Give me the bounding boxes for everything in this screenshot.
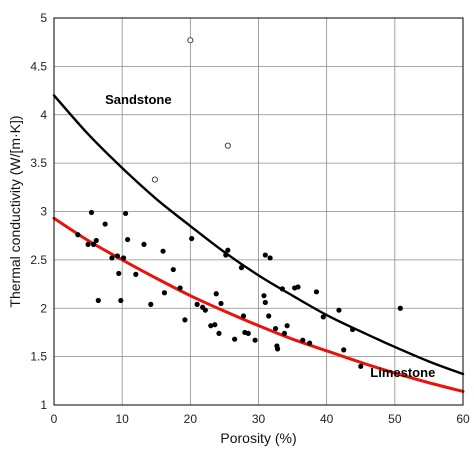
filled-data-point: [109, 255, 115, 261]
filled-data-point: [75, 232, 81, 238]
filled-data-point: [189, 235, 195, 242]
filled-data-point: [295, 284, 301, 290]
filled-data-point: [240, 313, 247, 319]
filled-data-point: [212, 322, 218, 328]
filled-data-point: [281, 330, 288, 337]
filled-data-point: [114, 253, 120, 259]
open-data-point: [187, 37, 194, 44]
filled-data-point: [182, 317, 188, 323]
filled-data-point: [170, 266, 176, 273]
y-tick-label: 2: [40, 301, 47, 315]
x-tick-label: 30: [252, 412, 266, 426]
filled-data-point: [88, 209, 95, 216]
y-tick-label: 1.5: [30, 350, 47, 364]
filled-data-point: [118, 297, 124, 304]
x-tick-labels: 0 10 20 30 40 50 60: [51, 412, 470, 426]
y-tick-label: 2.5: [30, 253, 47, 267]
filled-data-point: [95, 297, 101, 304]
filled-data-point: [232, 336, 238, 342]
y-tick-label: 3: [40, 205, 47, 219]
filled-data-point: [336, 307, 342, 313]
filled-data-point: [300, 337, 306, 343]
filled-data-point: [177, 285, 183, 291]
filled-data-point: [262, 299, 268, 306]
filled-data-point: [125, 236, 131, 243]
filled-data-point: [194, 301, 200, 307]
y-axis-label: Thermal conductivity (W/[m·K]): [7, 115, 23, 307]
filled-data-point: [274, 346, 281, 352]
x-tick-label: 10: [115, 412, 129, 426]
plot-frame: [53, 17, 464, 406]
filled-data-point: [267, 255, 273, 261]
limestone-curve-label: Limestone: [370, 365, 435, 380]
x-tick-label: 60: [456, 412, 470, 426]
filled-data-point: [284, 323, 290, 329]
filled-data-point: [141, 241, 147, 247]
grid: [54, 18, 463, 405]
filled-data-point: [85, 241, 91, 247]
filled-data-point: [341, 347, 347, 353]
y-tick-labels: 1 1.5 2 2.5 3 3.5 4 4.5 5: [30, 11, 47, 412]
filled-data-point: [213, 291, 219, 297]
open-data-point: [151, 176, 158, 183]
y-tick-label: 3.5: [30, 156, 47, 170]
filled-data-point: [313, 289, 320, 295]
filled-data-point: [262, 252, 268, 258]
filled-data-point: [238, 265, 245, 271]
sandstone-curve-label: Sandstone: [105, 92, 171, 107]
sandstone-curve: [52, 94, 465, 376]
filled-data-point: [90, 241, 97, 247]
filled-data-point: [148, 301, 154, 307]
filled-data-point: [102, 221, 108, 227]
filled-data-point: [93, 237, 99, 244]
filled-data-point: [116, 270, 122, 277]
x-tick-label: 50: [388, 412, 402, 426]
filled-data-point: [133, 271, 139, 277]
filled-data-point: [261, 293, 267, 299]
filled-data-point: [272, 325, 279, 332]
filled-data-point: [120, 255, 127, 261]
y-tick-label: 1: [40, 398, 47, 412]
x-tick-label: 20: [184, 412, 198, 426]
y-tick-label: 4: [40, 108, 47, 122]
x-axis-label: Porosity (%): [220, 430, 296, 446]
filled-data-point: [320, 314, 326, 320]
filled-data-point: [122, 210, 129, 217]
filled-data-point: [202, 307, 208, 313]
filled-data-point: [245, 330, 251, 337]
filled-data-point: [279, 286, 285, 292]
filled-data-point: [225, 247, 231, 253]
x-tick-label: 40: [320, 412, 334, 426]
filled-data-point: [307, 340, 313, 346]
filled-data-point: [349, 326, 356, 333]
filled-data-point: [358, 363, 364, 369]
markers: [75, 37, 403, 369]
x-tick-label: 0: [51, 412, 58, 426]
filled-data-point: [266, 313, 272, 319]
filled-data-point: [208, 323, 214, 329]
filled-data-point: [218, 300, 224, 307]
filled-data-point: [161, 290, 168, 296]
open-data-point: [224, 142, 231, 149]
filled-data-point: [397, 305, 403, 311]
filled-data-point: [160, 248, 166, 254]
filled-data-point: [252, 337, 258, 343]
y-tick-label: 5: [40, 11, 47, 25]
filled-data-point: [216, 330, 222, 337]
y-tick-label: 4.5: [30, 59, 47, 73]
filled-data-point: [223, 252, 229, 258]
